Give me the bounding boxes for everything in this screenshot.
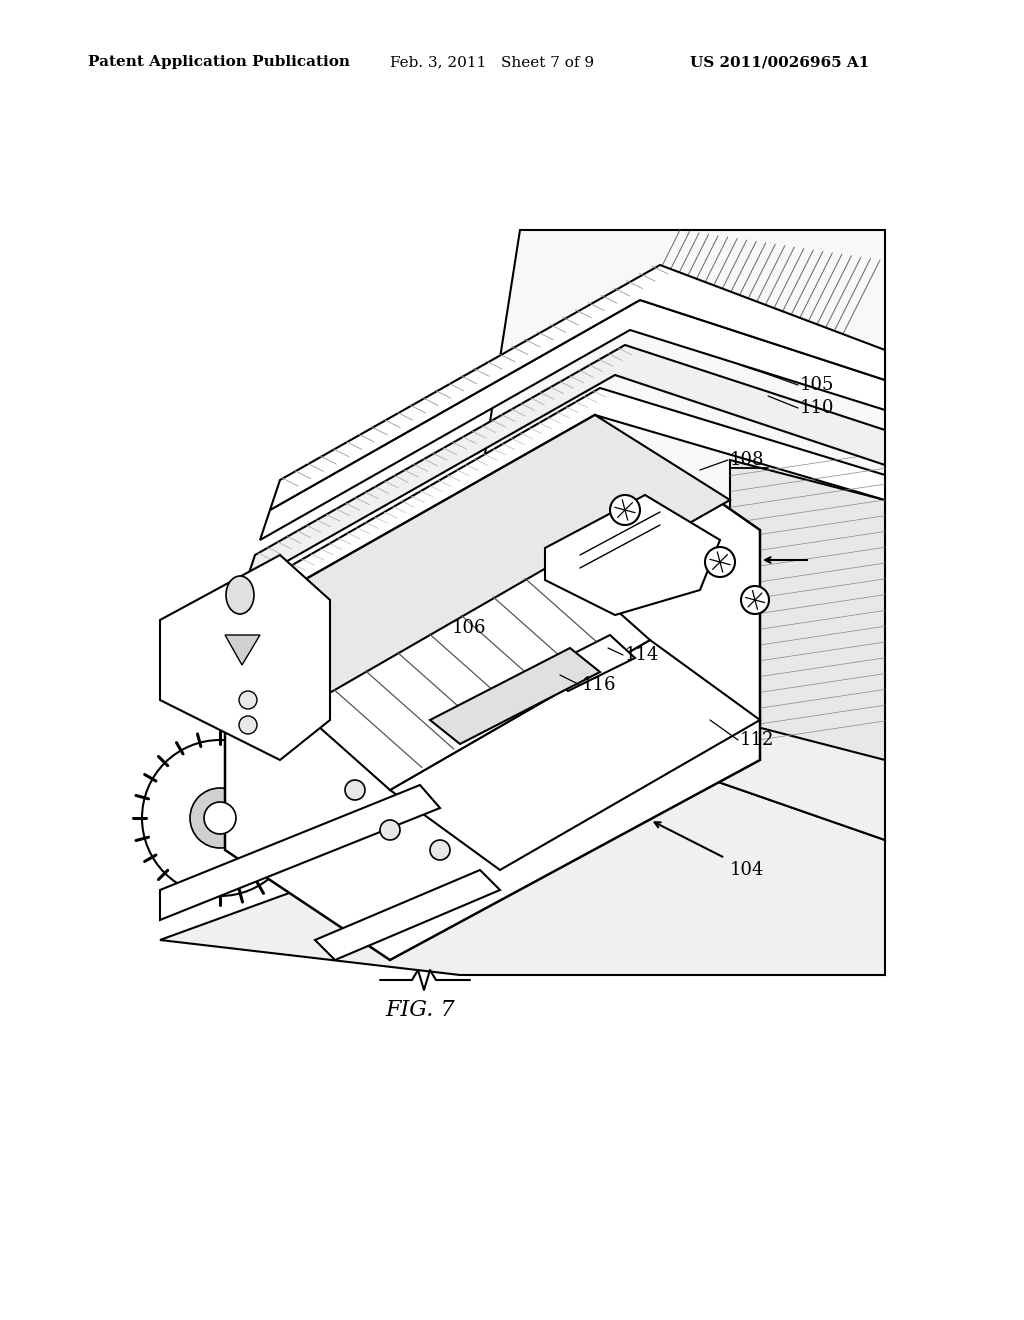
Circle shape <box>380 820 400 840</box>
Polygon shape <box>470 230 885 760</box>
Text: FIG. 7: FIG. 7 <box>385 999 455 1020</box>
Polygon shape <box>270 265 885 510</box>
Circle shape <box>190 788 250 847</box>
Polygon shape <box>225 635 260 665</box>
Polygon shape <box>225 414 760 960</box>
Circle shape <box>204 803 236 834</box>
Polygon shape <box>245 345 885 585</box>
Circle shape <box>239 715 257 734</box>
Circle shape <box>345 780 365 800</box>
Polygon shape <box>315 870 500 960</box>
Circle shape <box>741 586 769 614</box>
Polygon shape <box>160 785 440 920</box>
Ellipse shape <box>226 576 254 614</box>
Polygon shape <box>655 680 885 840</box>
Text: 108: 108 <box>730 451 765 469</box>
Polygon shape <box>160 554 330 760</box>
Text: 105: 105 <box>800 376 835 393</box>
Circle shape <box>705 546 735 577</box>
Circle shape <box>142 741 298 896</box>
Polygon shape <box>260 300 885 540</box>
Polygon shape <box>390 640 760 870</box>
Text: US 2011/0026965 A1: US 2011/0026965 A1 <box>690 55 869 69</box>
Text: 114: 114 <box>625 645 659 664</box>
Polygon shape <box>730 459 885 760</box>
Text: 104: 104 <box>730 861 764 879</box>
Circle shape <box>610 495 640 525</box>
Text: Feb. 3, 2011   Sheet 7 of 9: Feb. 3, 2011 Sheet 7 of 9 <box>390 55 594 69</box>
Polygon shape <box>545 635 635 690</box>
Polygon shape <box>225 414 730 710</box>
Polygon shape <box>160 760 885 975</box>
Polygon shape <box>430 648 600 744</box>
Text: Patent Application Publication: Patent Application Publication <box>88 55 350 69</box>
Text: 112: 112 <box>740 731 774 748</box>
Circle shape <box>239 690 257 709</box>
Polygon shape <box>300 560 650 789</box>
Text: 110: 110 <box>800 399 835 417</box>
Text: 106: 106 <box>452 619 486 638</box>
Circle shape <box>430 840 450 861</box>
Text: 116: 116 <box>582 676 616 694</box>
Polygon shape <box>225 388 885 624</box>
Polygon shape <box>545 495 720 615</box>
